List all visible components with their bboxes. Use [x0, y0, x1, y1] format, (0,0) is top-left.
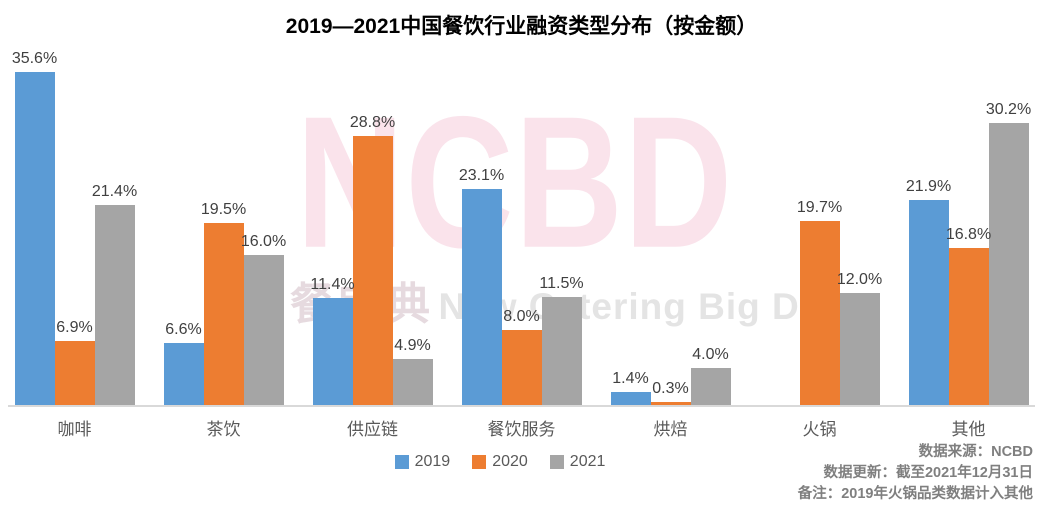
bar-value-label: 19.7%: [796, 198, 843, 216]
bar-2020-咖啡: [54, 340, 95, 405]
bar-slot: 30.2%: [985, 55, 1032, 405]
bar-group-茶饮: 6.6% 19.5% 16.0%: [149, 55, 298, 405]
bar-value-label: 1.4%: [612, 369, 649, 387]
bar-slot: 6.6%: [163, 55, 204, 405]
bar-slot: 21.4%: [91, 55, 138, 405]
bar-value-label: 12.0%: [836, 270, 883, 288]
bar-2021-烘焙: [690, 367, 731, 405]
bar-2020-火锅: [799, 220, 840, 405]
bar-group-咖啡: 35.6% 6.9% 21.4%: [0, 50, 149, 405]
bar-slot: 0.3%: [650, 55, 691, 405]
bar-chart-plot-area: 35.6% 6.9% 21.4% 6.6% 19.5% 16.0% 11.4% 28.8% 4.…: [0, 50, 1043, 405]
bar-slot: 35.6%: [12, 50, 57, 405]
bar-value-label: 28.8%: [349, 113, 396, 131]
bar-2019-茶饮: [163, 343, 204, 405]
bar-2021-其他: [988, 122, 1029, 405]
bar-value-label: 35.6%: [11, 50, 58, 68]
bar-value-label: 16.8%: [945, 225, 992, 243]
chart-footer: 数据来源：NCBD 数据更新：截至2021年12月31日 备注：2019年火锅品…: [798, 442, 1033, 505]
bar-slot: 28.8%: [349, 55, 396, 405]
legend-label: 2020: [492, 453, 528, 470]
bar-slot: 19.5%: [200, 55, 247, 405]
bar-slot: 8.0%: [501, 55, 542, 405]
data-update-note: 数据更新：截至2021年12月31日: [823, 465, 1033, 482]
bar-2019-餐饮服务: [461, 189, 502, 405]
bar-value-label: 19.5%: [200, 200, 247, 218]
bar-value-label: 21.9%: [905, 178, 952, 196]
bar-value-label: 4.0%: [692, 345, 729, 363]
bar-value-label: 23.1%: [458, 167, 505, 185]
bar-2021-餐饮服务: [541, 297, 582, 405]
category-label-餐饮服务: 餐饮服务: [487, 420, 556, 439]
bar-2020-其他: [948, 247, 989, 405]
bar-value-label: 6.9%: [56, 318, 93, 336]
bar-value-label: 11.5%: [539, 275, 584, 293]
bar-group-烘焙: 1.4% 0.3% 4.0%: [596, 55, 745, 405]
bar-group-供应链: 11.4% 28.8% 4.9%: [298, 55, 447, 405]
bar-group-餐饮服务: 23.1% 8.0% 11.5%: [447, 55, 596, 405]
chart-title: 2019—2021中国餐饮行业融资类型分布（按金额）: [285, 15, 758, 38]
legend-swatch-icon: [549, 455, 564, 469]
category-label-烘焙: 烘焙: [653, 420, 688, 439]
bar-slot: 6.9%: [54, 55, 95, 405]
bar-value-label: 4.9%: [394, 337, 431, 355]
bar-2019-烘焙: [610, 391, 651, 405]
bar-value-label: 11.4%: [310, 276, 355, 294]
bar-2019-其他: [908, 200, 949, 405]
bar-2019-咖啡: [14, 72, 55, 405]
legend-item-2019: 2019: [394, 453, 451, 471]
bar-2019-供应链: [312, 298, 353, 405]
legend-swatch-icon: [394, 455, 409, 469]
bar-slot: 23.1%: [458, 55, 505, 405]
legend-label: 2021: [569, 453, 606, 470]
bar-slot: 4.0%: [690, 55, 731, 405]
x-axis-line: [8, 405, 1035, 407]
category-label-其他: 其他: [951, 420, 986, 439]
legend-item-2021: 2021: [549, 453, 606, 471]
bar-slot: 16.8%: [945, 55, 992, 405]
bar-2021-咖啡: [94, 204, 135, 405]
category-label-供应链: 供应链: [347, 420, 398, 439]
bar-value-label: 16.0%: [240, 233, 287, 251]
bar-slot: 19.7%: [796, 55, 843, 405]
bar-slot: 12.0%: [836, 55, 883, 405]
data-source-note: 数据来源：NCBD: [918, 444, 1033, 460]
bar-value-label: 6.6%: [165, 321, 202, 339]
bar-value-label: 21.4%: [91, 182, 138, 200]
bar-2020-供应链: [352, 135, 393, 405]
bar-2021-火锅: [839, 292, 880, 405]
bar-slot: 1.4%: [610, 55, 651, 405]
bar-2021-茶饮: [243, 255, 284, 405]
bar-2020-烘焙: [650, 402, 691, 405]
category-label-咖啡: 咖啡: [57, 420, 92, 439]
bar-slot: 21.9%: [905, 55, 952, 405]
bar-slot: 16.0%: [240, 55, 287, 405]
bar-slot: 4.9%: [392, 55, 433, 405]
category-label-茶饮: 茶饮: [206, 420, 241, 439]
bar-2020-餐饮服务: [501, 330, 542, 405]
legend-item-2020: 2020: [472, 453, 528, 471]
bar-slot: 11.4%: [310, 55, 355, 405]
legend-swatch-icon: [472, 455, 487, 469]
x-axis-category-labels: 咖啡 茶饮 供应链 餐饮服务 烘焙 火锅 其他: [0, 415, 1043, 440]
legend-label: 2019: [414, 453, 451, 470]
bar-group-其他: 21.9% 16.8% 30.2%: [894, 55, 1043, 405]
category-label-火锅: 火锅: [802, 420, 837, 439]
bar-slot: 11.5%: [539, 55, 584, 405]
bar-value-label: 30.2%: [985, 100, 1032, 118]
bar-group-火锅: 19.7% 12.0%: [745, 55, 894, 405]
data-remark-note: 备注：2019年火锅品类数据计入其他: [797, 486, 1033, 503]
bar-2021-供应链: [392, 359, 433, 405]
bar-slot: [760, 55, 800, 405]
chart-legend: 2019 2020 2021: [0, 453, 1000, 471]
bar-value-label: 8.0%: [503, 308, 540, 326]
bar-2020-茶饮: [203, 222, 244, 405]
bar-value-label: 0.3%: [652, 380, 689, 398]
watermark-english-text: New Catering Big Data: [438, 286, 857, 327]
